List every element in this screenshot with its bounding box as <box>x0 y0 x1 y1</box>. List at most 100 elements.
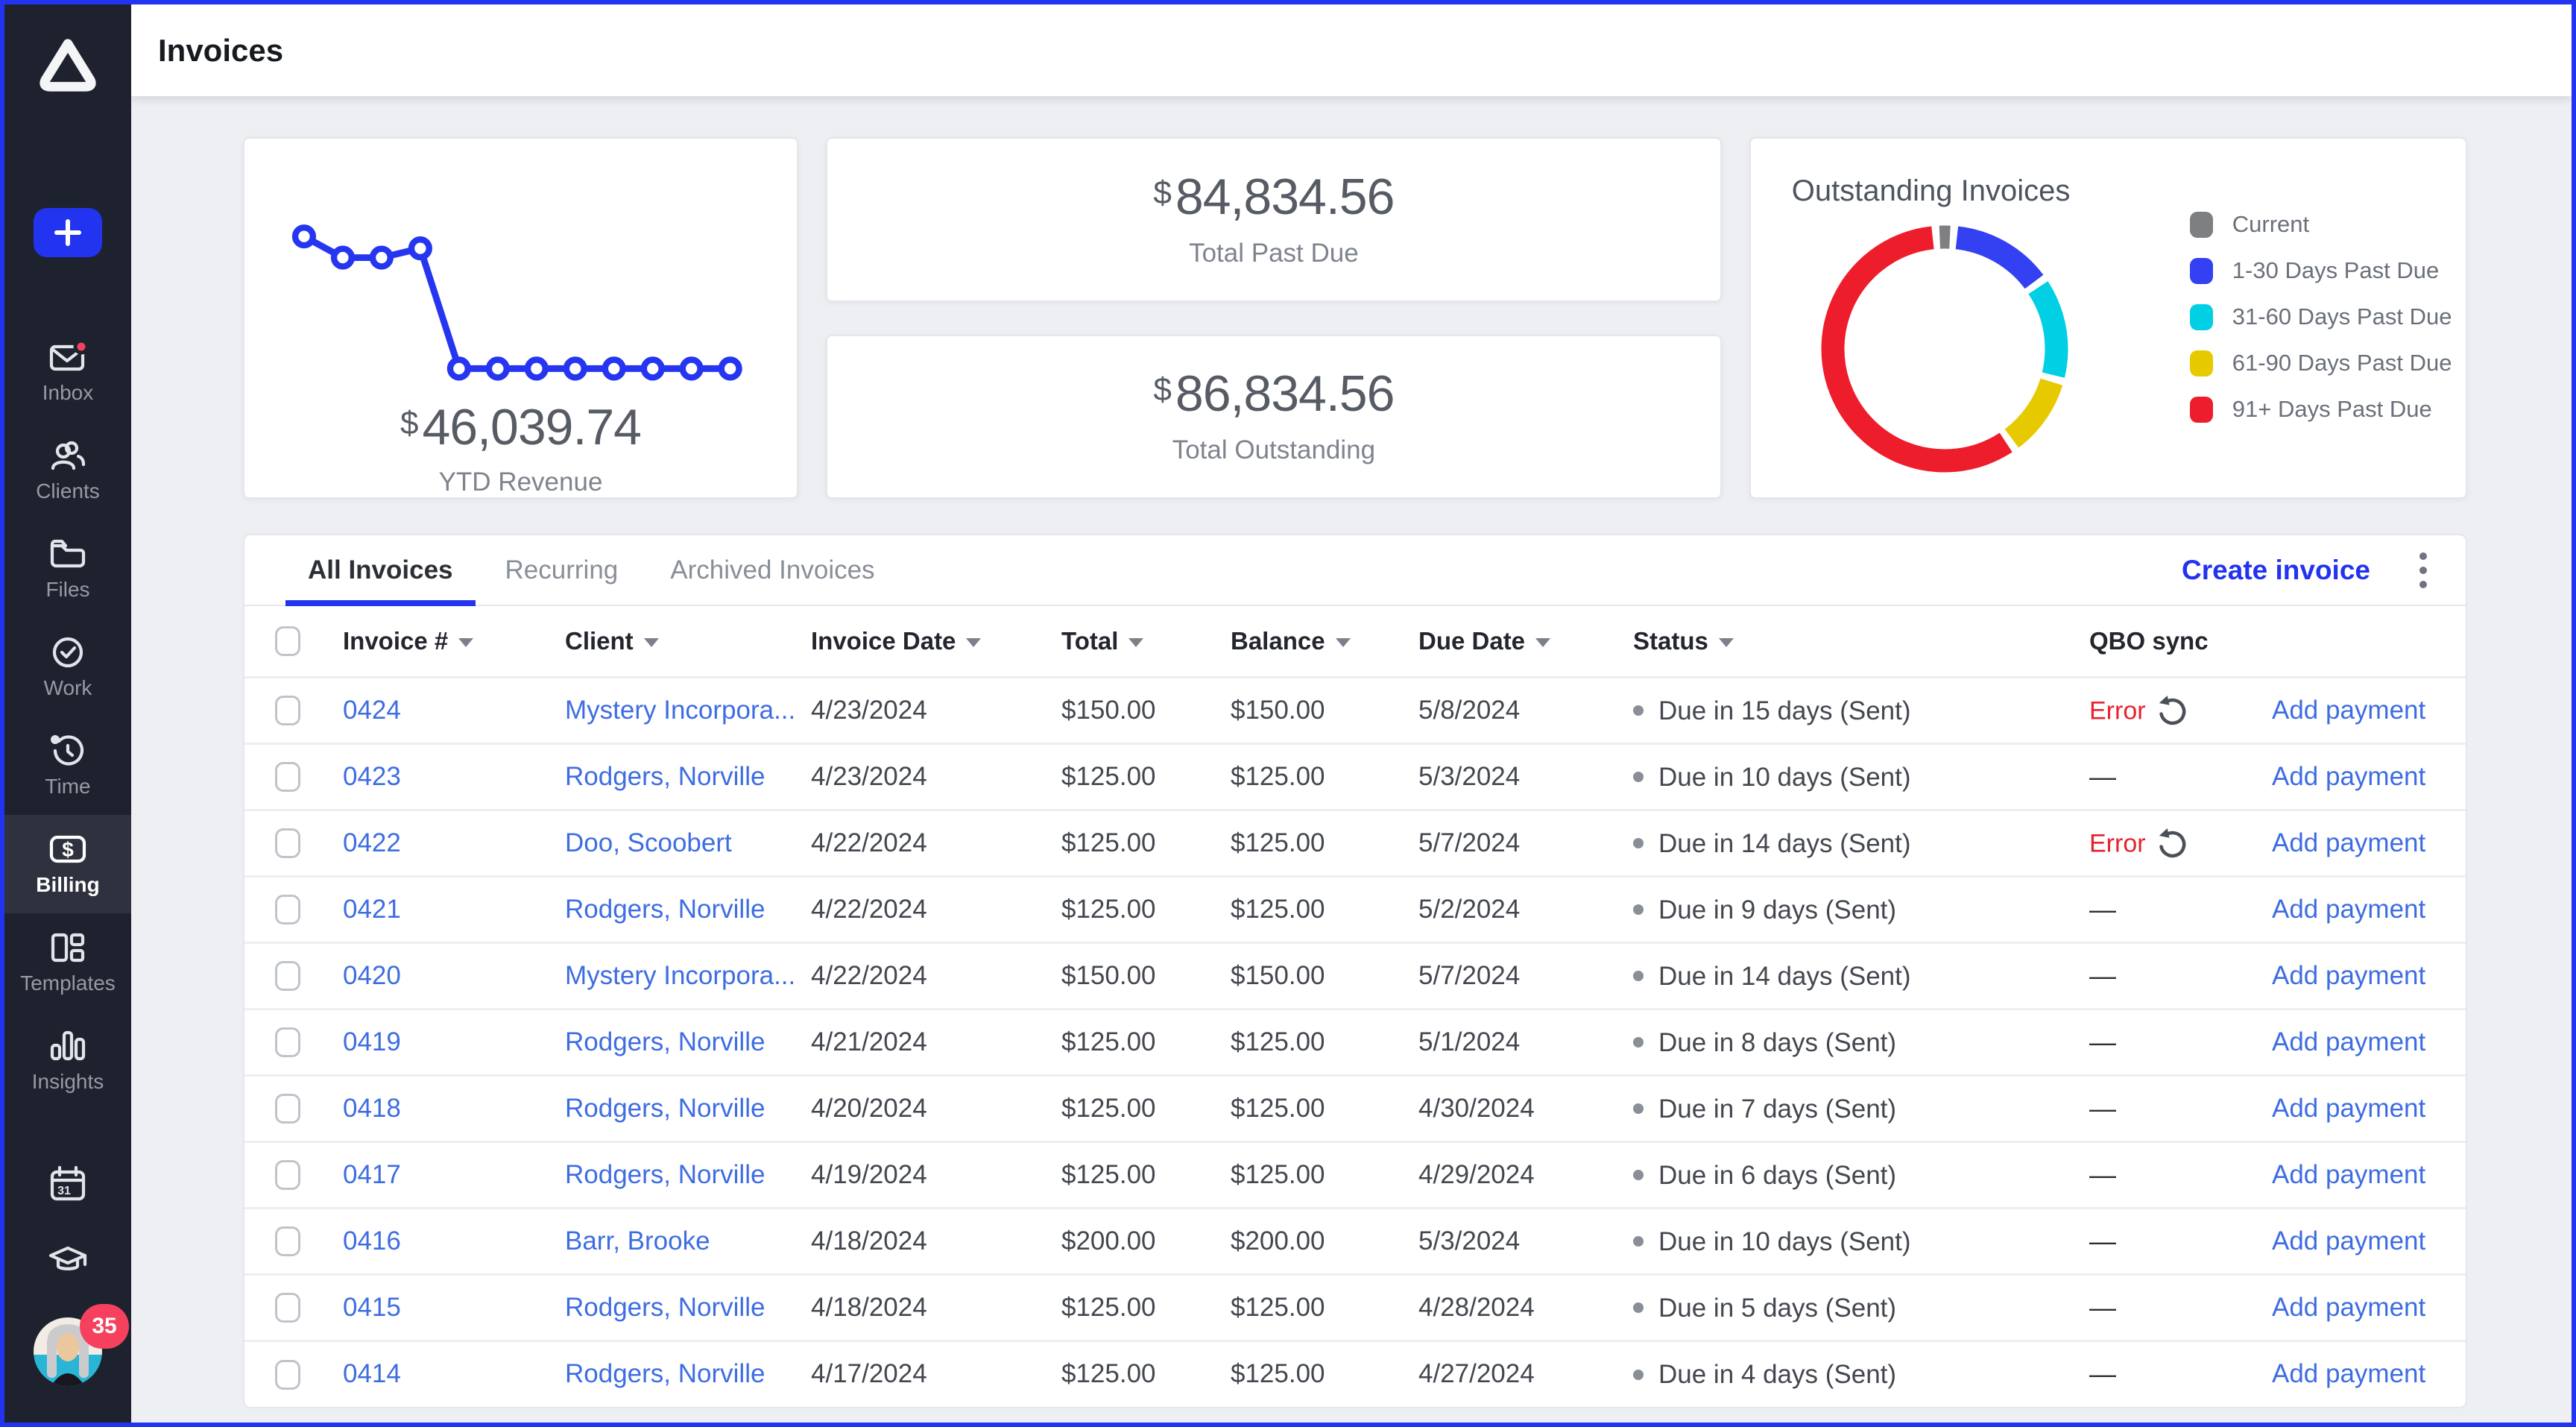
invoice-table-row: 0421 Rodgers, Norville 4/22/2024 $125.00… <box>244 876 2466 942</box>
sidebar-item-work[interactable]: Work <box>4 618 131 716</box>
row-checkbox[interactable] <box>275 1293 300 1323</box>
client-link[interactable]: Rodgers, Norville <box>565 1359 765 1388</box>
due-date-cell: 4/30/2024 <box>1418 1075 1620 1141</box>
row-checkbox[interactable] <box>275 1027 300 1057</box>
retry-sync-icon[interactable] <box>2158 696 2188 725</box>
add-payment-link[interactable]: Add payment <box>2272 1094 2425 1123</box>
due-date-cell: 4/28/2024 <box>1418 1274 1620 1341</box>
add-payment-link[interactable]: Add payment <box>2272 1293 2425 1322</box>
add-payment-link[interactable]: Add payment <box>2272 1226 2425 1256</box>
more-options-button[interactable] <box>2412 545 2434 596</box>
total-cell: $125.00 <box>1057 810 1225 876</box>
row-checkbox[interactable] <box>275 696 300 725</box>
add-payment-link[interactable]: Add payment <box>2272 828 2425 857</box>
sidebar-item-label: Inbox <box>42 381 94 405</box>
invoice-number-link[interactable]: 0417 <box>343 1160 401 1189</box>
invoice-number-link[interactable]: 0415 <box>343 1293 401 1322</box>
add-payment-link[interactable]: Add payment <box>2272 696 2425 725</box>
create-new-button[interactable] <box>34 208 102 257</box>
invoice-number-link[interactable]: 0423 <box>343 762 401 791</box>
invoice-date-cell: 4/23/2024 <box>811 677 1057 743</box>
column-header-invoice-date[interactable]: Invoice Date <box>811 606 1057 677</box>
column-header-due-date[interactable]: Due Date <box>1418 606 1620 677</box>
sidebar-item-label: Files <box>45 578 89 602</box>
due-date-cell: 5/3/2024 <box>1418 1208 1620 1274</box>
select-all-checkbox[interactable] <box>275 626 300 656</box>
client-link[interactable]: Rodgers, Norville <box>565 1160 765 1189</box>
sidebar-item-insights[interactable]: Insights <box>4 1012 131 1110</box>
balance-cell: $150.00 <box>1225 677 1418 743</box>
invoice-number-link[interactable]: 0420 <box>343 961 401 990</box>
status-text: Due in 15 days (Sent) <box>1658 696 1911 725</box>
qbo-error-text: Error <box>2089 696 2146 725</box>
invoice-number-link[interactable]: 0419 <box>343 1027 401 1056</box>
sidebar-item-files[interactable]: Files <box>4 520 131 618</box>
row-checkbox[interactable] <box>275 828 300 858</box>
sidebar-item-clients[interactable]: Clients <box>4 421 131 520</box>
column-header-status[interactable]: Status <box>1620 606 2086 677</box>
main-area: Invoices $ 46,039.74 YTD Revenue $ <box>131 4 2572 1423</box>
client-link[interactable]: Mystery Incorpora... <box>565 961 795 990</box>
tab-recurring[interactable]: Recurring <box>483 535 641 605</box>
user-avatar[interactable]: 35 <box>32 1316 104 1391</box>
column-header-total[interactable]: Total <box>1057 606 1225 677</box>
qbo-sync-none: — <box>2089 894 2116 924</box>
due-date-cell: 5/2/2024 <box>1418 876 1620 942</box>
app-logo-icon[interactable] <box>34 36 102 98</box>
client-link[interactable]: Rodgers, Norville <box>565 895 765 924</box>
graduation-cap-icon <box>48 1244 88 1279</box>
invoice-number-link[interactable]: 0416 <box>343 1226 401 1256</box>
sidebar-item-time[interactable]: Time <box>4 716 131 815</box>
add-payment-link[interactable]: Add payment <box>2272 961 2425 990</box>
top-bar: Invoices <box>131 4 2572 96</box>
sidebar-item-billing[interactable]: $ Billing <box>4 815 131 913</box>
learning-button[interactable] <box>48 1244 88 1282</box>
client-link[interactable]: Rodgers, Norville <box>565 762 765 791</box>
invoice-number-link[interactable]: 0418 <box>343 1094 401 1123</box>
create-invoice-button[interactable]: Create invoice <box>2182 555 2370 586</box>
status-text: Due in 5 days (Sent) <box>1658 1293 1896 1322</box>
client-link[interactable]: Barr, Brooke <box>565 1226 710 1256</box>
invoice-number-link[interactable]: 0421 <box>343 895 401 924</box>
invoice-number-link[interactable]: 0424 <box>343 696 401 725</box>
sidebar-item-inbox[interactable]: Inbox <box>4 323 131 421</box>
row-checkbox[interactable] <box>275 961 300 991</box>
add-payment-link[interactable]: Add payment <box>2272 1160 2425 1189</box>
donut-legend: Current 1-30 Days Past Due 31-60 Days Pa… <box>2190 212 2452 422</box>
tab-all-invoices[interactable]: All Invoices <box>285 535 476 605</box>
status-dot <box>1633 1236 1644 1247</box>
retry-sync-icon[interactable] <box>2158 828 2188 858</box>
tab-archived-invoices[interactable]: Archived Invoices <box>648 535 897 605</box>
ytd-revenue-label: YTD Revenue <box>439 467 603 497</box>
client-link[interactable]: Doo, Scoobert <box>565 828 732 857</box>
page-title: Invoices <box>158 33 283 69</box>
total-outstanding-value: $ 86,834.56 <box>1153 368 1394 419</box>
client-link[interactable]: Rodgers, Norville <box>565 1094 765 1123</box>
add-payment-link[interactable]: Add payment <box>2272 762 2425 791</box>
row-checkbox[interactable] <box>275 1360 300 1390</box>
client-link[interactable]: Rodgers, Norville <box>565 1293 765 1322</box>
svg-text:$: $ <box>62 838 74 861</box>
invoice-table-row: 0422 Doo, Scoobert 4/22/2024 $125.00 $12… <box>244 810 2466 876</box>
status-dot <box>1633 1170 1644 1180</box>
column-header-invoice-no[interactable]: Invoice # <box>330 606 565 677</box>
row-checkbox[interactable] <box>275 895 300 924</box>
row-checkbox[interactable] <box>275 762 300 792</box>
invoice-number-link[interactable]: 0422 <box>343 828 401 857</box>
total-cell: $200.00 <box>1057 1208 1225 1274</box>
calendar-button[interactable]: 31 <box>49 1165 86 1205</box>
row-checkbox[interactable] <box>275 1160 300 1190</box>
column-header-client[interactable]: Client <box>565 606 811 677</box>
status-text: Due in 6 days (Sent) <box>1658 1160 1896 1189</box>
add-payment-link[interactable]: Add payment <box>2272 1027 2425 1056</box>
client-link[interactable]: Rodgers, Norville <box>565 1027 765 1056</box>
add-payment-link[interactable]: Add payment <box>2272 895 2425 924</box>
client-link[interactable]: Mystery Incorpora... <box>565 696 795 725</box>
status-dot <box>1633 1103 1644 1114</box>
row-checkbox[interactable] <box>275 1226 300 1256</box>
sidebar-item-templates[interactable]: Templates <box>4 913 131 1012</box>
invoice-number-link[interactable]: 0414 <box>343 1359 401 1388</box>
row-checkbox[interactable] <box>275 1094 300 1124</box>
column-header-balance[interactable]: Balance <box>1225 606 1418 677</box>
add-payment-link[interactable]: Add payment <box>2272 1359 2425 1388</box>
